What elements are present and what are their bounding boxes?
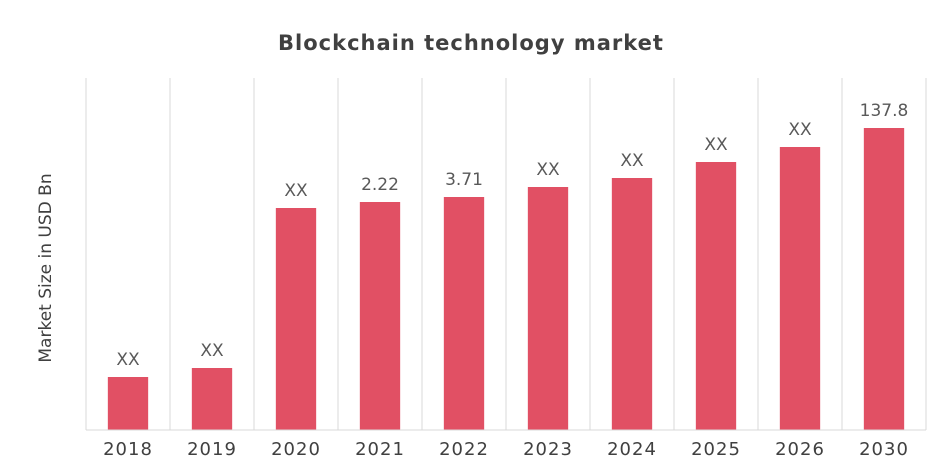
bar-2026 xyxy=(779,147,821,430)
bars xyxy=(107,128,905,430)
bar-2030 xyxy=(863,128,905,430)
data-label-2030: 137.8 xyxy=(860,101,909,121)
bar-2019 xyxy=(191,368,233,430)
x-tick-label-2021: 2021 xyxy=(355,439,405,460)
data-label-2023: XX xyxy=(536,160,560,180)
data-label-2024: XX xyxy=(620,151,644,171)
x-tick-label-2018: 2018 xyxy=(103,439,153,460)
x-tick-label-2030: 2030 xyxy=(859,439,909,460)
x-tick-label-2025: 2025 xyxy=(691,439,741,460)
x-tick-labels: 2018 2019 2020 2021 2022 2023 2024 2025 2026 2030 xyxy=(103,439,909,460)
x-tick-label-2022: 2022 xyxy=(439,439,489,460)
x-tick-label-2019: 2019 xyxy=(187,439,237,460)
data-label-2022: 3.71 xyxy=(445,170,483,190)
bar-2021 xyxy=(359,202,401,430)
x-tick-label-2020: 2020 xyxy=(271,439,321,460)
data-label-2018: XX xyxy=(116,350,140,370)
data-label-2026: XX xyxy=(788,120,812,140)
bar-2023 xyxy=(527,187,569,430)
bar-2024 xyxy=(611,178,653,430)
bar-2020 xyxy=(275,208,317,430)
bar-2022 xyxy=(443,197,485,430)
data-label-2025: XX xyxy=(704,135,728,155)
data-label-2020: XX xyxy=(284,181,308,201)
bar-2025 xyxy=(695,162,737,430)
chart-title: Blockchain technology market xyxy=(278,31,664,55)
category-gridlines xyxy=(85,78,927,430)
x-tick-label-2023: 2023 xyxy=(523,439,573,460)
y-axis-label: Market Size in USD Bn xyxy=(36,173,56,362)
data-label-2021: 2.22 xyxy=(361,175,399,195)
data-label-2019: XX xyxy=(200,341,224,361)
data-labels: XX XX XX 2.22 3.71 XX XX XX XX 137.8 xyxy=(116,101,908,370)
x-tick-label-2026: 2026 xyxy=(775,439,825,460)
bar-2018 xyxy=(107,377,149,430)
x-tick-label-2024: 2024 xyxy=(607,439,657,460)
